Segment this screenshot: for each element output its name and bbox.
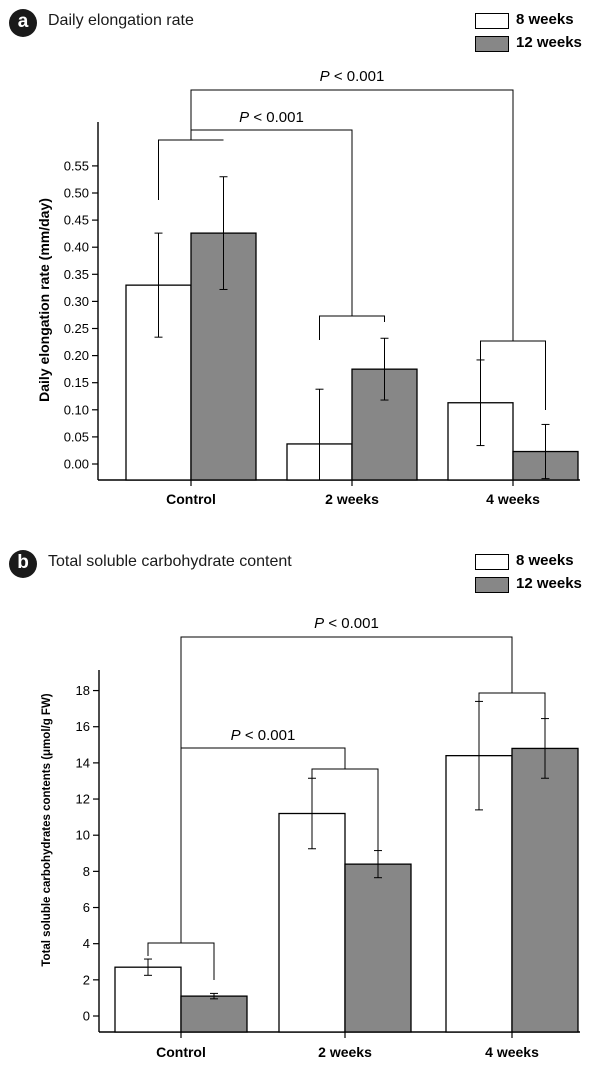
y-tick-label: 2 <box>83 972 90 987</box>
y-tick-label: 0.40 <box>64 240 89 255</box>
bar-8-weeks-control <box>114 966 182 1033</box>
significance-label-2-weeks: P < 0.001 <box>239 109 304 126</box>
y-axis-title: Total soluble carbohydrates contents (μm… <box>41 693 53 966</box>
y-tick-label: 0.50 <box>64 186 89 201</box>
legend-swatch-8-weeks <box>475 13 509 29</box>
bar-12-weeks-2-weeks <box>344 863 412 1033</box>
chart-b-plot: 0 2 4 6 8 10 12 14 16 18 Total soluble carbohydrat… <box>41 615 580 1060</box>
significance-line-4-weeks <box>190 89 514 341</box>
y-tick-label: 0.15 <box>64 375 89 390</box>
y-tick-label: 0.35 <box>64 267 89 282</box>
bar-12-weeks-control <box>180 995 248 1033</box>
comparison-bracket-2-weeks <box>319 315 385 340</box>
legend-label-8-weeks: 8 weeks <box>516 11 574 28</box>
x-tick-label-4-weeks: 4 weeks <box>485 1044 539 1060</box>
significance-label-4-weeks: P < 0.001 <box>320 68 385 85</box>
y-tick-label: 0.55 <box>64 158 89 173</box>
panel-a-title: Daily elongation rate <box>48 12 194 29</box>
significance-label-4-weeks: P < 0.001 <box>314 615 379 632</box>
y-tick-label: 0.30 <box>64 294 89 309</box>
x-tick-label-control: Control <box>156 1044 206 1060</box>
legend-label-8-weeks: 8 weeks <box>516 552 574 569</box>
y-tick-label: 6 <box>83 900 90 915</box>
y-tick-label: 0.20 <box>64 348 89 363</box>
x-tick-label-control: Control <box>166 491 216 507</box>
legend-swatch-8-weeks <box>475 554 509 570</box>
bar-8-weeks-2-weeks <box>278 812 346 1033</box>
y-tick-label: 4 <box>83 936 90 951</box>
y-tick-label: 0 <box>83 1009 90 1024</box>
panel-a: 0.00 0.05 0.10 0.15 0.20 0.25 0.30 0.35 0.40 0.45… <box>0 0 595 530</box>
y-tick-label: 0.45 <box>64 213 89 228</box>
legend-swatch-12-weeks <box>475 577 509 593</box>
y-tick-label: 0.25 <box>64 321 89 336</box>
bar-12-weeks-4-weeks <box>511 747 579 1033</box>
y-tick-label: 14 <box>76 755 90 770</box>
significance-label-2-weeks: P < 0.001 <box>231 727 296 744</box>
y-axis-title: Daily elongation rate (mm/day) <box>36 198 52 402</box>
significance-line-2-weeks <box>180 747 346 943</box>
y-tick-label: 0.05 <box>64 429 89 444</box>
legend-label-12-weeks: 12 weeks <box>516 575 582 592</box>
y-tick-label: 8 <box>83 864 90 879</box>
legend-swatch-12-weeks <box>475 36 509 52</box>
panel-b-title: Total soluble carbohydrate content <box>48 553 292 570</box>
significance-line-2-weeks <box>190 129 353 316</box>
legend-label-12-weeks: 12 weeks <box>516 34 582 51</box>
y-tick-label: 18 <box>76 683 90 698</box>
chart-a-plot: 0.00 0.05 0.10 0.15 0.20 0.25 0.30 0.35 0.40 0.45… <box>36 68 580 507</box>
panel-b-badge: b <box>9 550 37 578</box>
panel-a-badge: a <box>9 9 37 37</box>
x-tick-label-2-weeks: 2 weeks <box>318 1044 372 1060</box>
x-tick-label-2-weeks: 2 weeks <box>325 491 379 507</box>
y-tick-label: 10 <box>76 828 90 843</box>
y-tick-label: 0.10 <box>64 402 89 417</box>
y-tick-label: 12 <box>76 792 90 807</box>
y-tick-label: 16 <box>76 719 90 734</box>
x-tick-label-4-weeks: 4 weeks <box>486 491 540 507</box>
comparison-bracket-control <box>158 139 224 200</box>
y-tick-label: 0.00 <box>64 457 89 472</box>
comparison-bracket-4-weeks <box>478 692 546 723</box>
comparison-bracket-4-weeks <box>480 340 546 410</box>
panel-b: 0 2 4 6 8 10 12 14 16 18 Total soluble carbohydrat… <box>0 540 595 1067</box>
